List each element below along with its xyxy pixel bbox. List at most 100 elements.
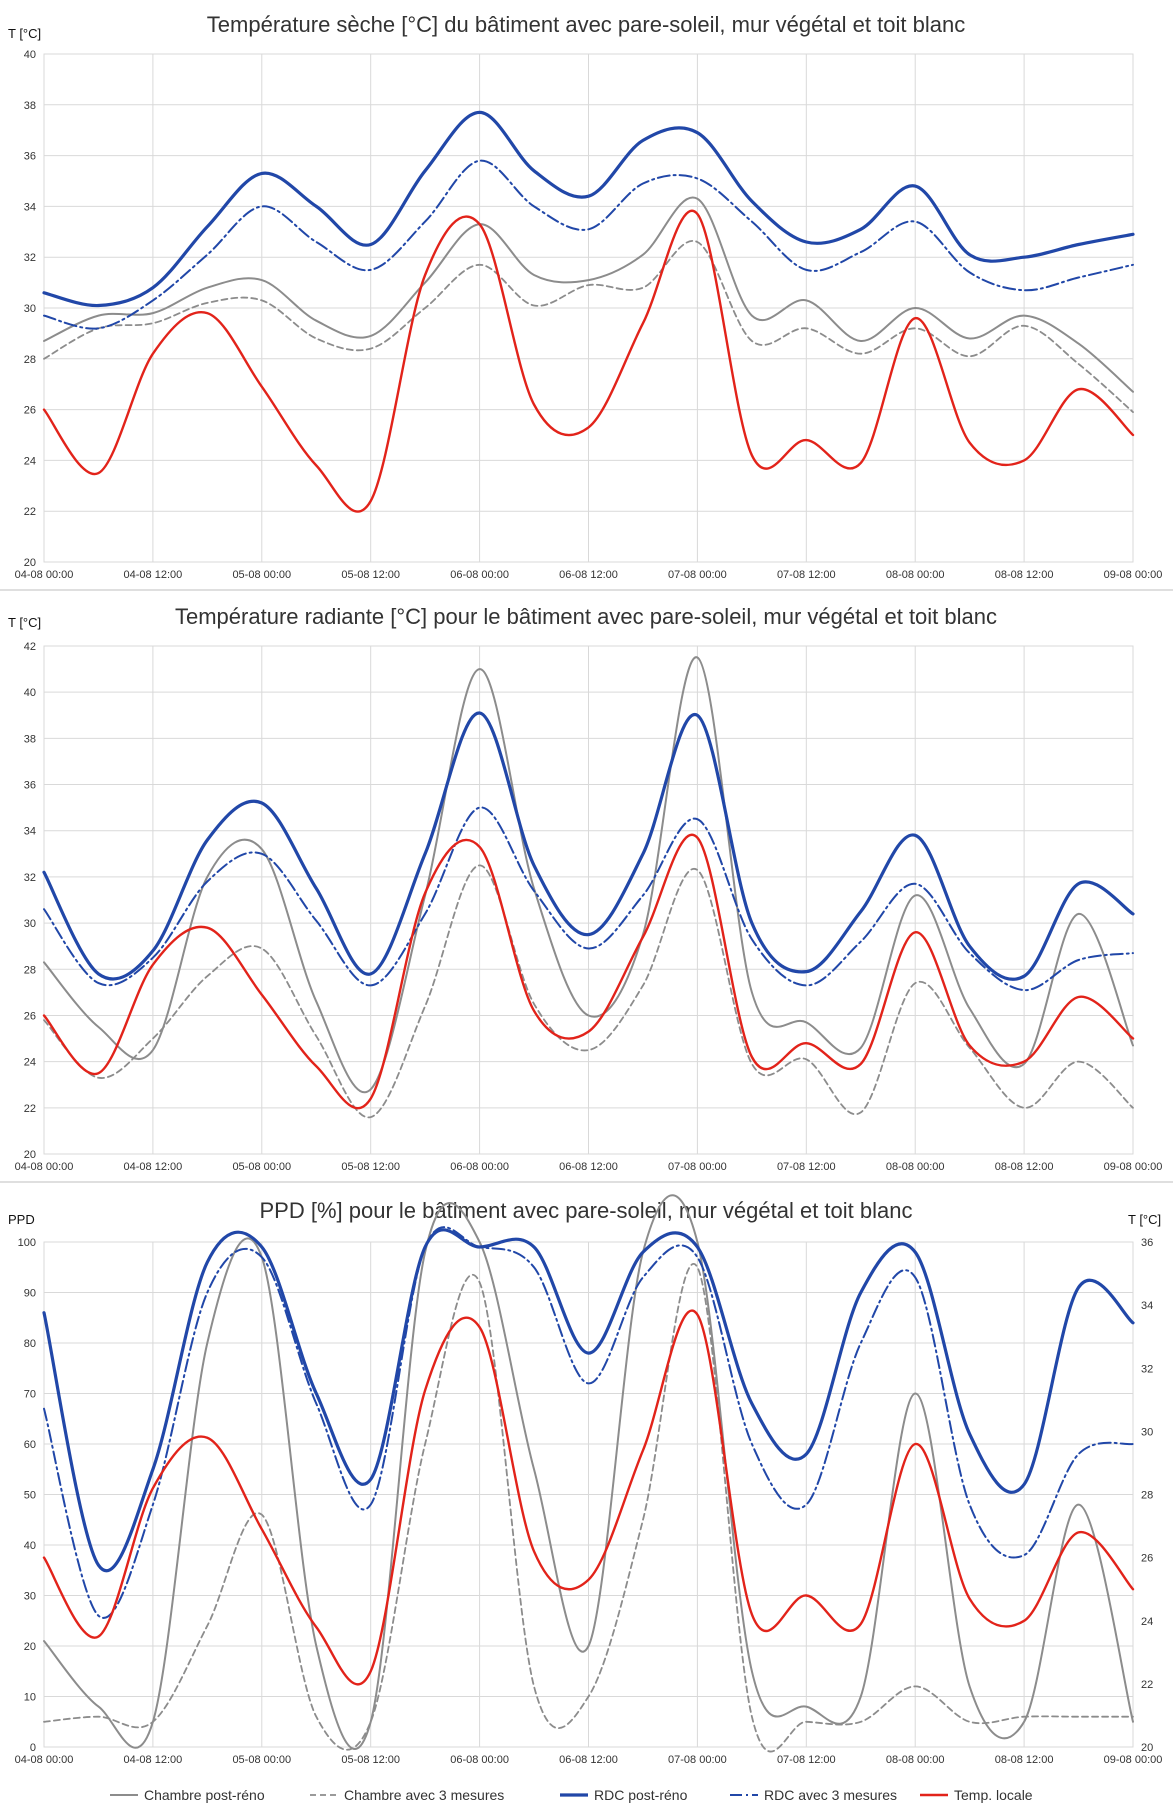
series-line-local (42, 1309, 1135, 1686)
y-tick-label: 50 (24, 1490, 36, 1502)
x-tick-label: 09-08 00:00 (1104, 1161, 1163, 1173)
legend-label-rdc: RDC post-réno (594, 1787, 688, 1803)
x-tick-label: 05-08 12:00 (341, 1161, 400, 1173)
y-tick-label: 40 (24, 1540, 36, 1552)
y-tick-label: 24 (24, 1057, 36, 1069)
series-line-chambre3 (43, 1263, 1134, 1753)
y-tick-label: 28 (24, 354, 36, 366)
x-tick-label: 07-08 00:00 (668, 569, 727, 581)
x-tick-label: 07-08 12:00 (777, 1754, 836, 1766)
x-tick-label: 04-08 00:00 (15, 569, 74, 581)
x-tick-label: 08-08 12:00 (995, 1754, 1054, 1766)
y-tick-label: 34 (24, 826, 36, 838)
x-tick-label: 04-08 12:00 (124, 1161, 183, 1173)
x-tick-label: 07-08 12:00 (777, 1161, 836, 1173)
y-tick-label: 80 (24, 1338, 36, 1350)
radiant-temperature-chart: Température radiante [°C] pour le bâtime… (8, 604, 1162, 1173)
y-tick-label: 100 (18, 1237, 36, 1249)
series-line-rdc (42, 711, 1135, 981)
y-tick-label: 10 (24, 1692, 36, 1704)
legend-label-rdc3: RDC avec 3 mesures (764, 1787, 897, 1803)
x-tick-label: 08-08 00:00 (886, 569, 945, 581)
x-tick-label: 08-08 12:00 (995, 569, 1054, 581)
x-tick-label: 09-08 00:00 (1104, 1754, 1163, 1766)
chart-title: Température radiante [°C] pour le bâtime… (175, 604, 997, 629)
y-tick-label: 28 (24, 964, 36, 976)
series-line-chambre (43, 656, 1134, 1094)
y-axis-label: T [°C] (8, 615, 41, 630)
x-tick-label: 04-08 12:00 (124, 1754, 183, 1766)
series-line-rdc (42, 1228, 1135, 1573)
plot-area (43, 645, 1134, 1155)
legend-label-local: Temp. locale (954, 1787, 1033, 1803)
x-tick-label: 07-08 00:00 (668, 1161, 727, 1173)
y-tick-label: 38 (24, 733, 36, 745)
y2-tick-label: 20 (1141, 1742, 1153, 1754)
y-tick-label: 36 (24, 780, 36, 792)
x-tick-label: 08-08 12:00 (995, 1161, 1054, 1173)
y-tick-label: 0 (30, 1742, 36, 1754)
x-tick-label: 04-08 00:00 (15, 1161, 74, 1173)
series-line-rdc3 (43, 806, 1134, 992)
y-tick-label: 24 (24, 455, 36, 467)
y-tick-label: 32 (24, 252, 36, 264)
y-tick-label: 32 (24, 872, 36, 884)
y2-axis-label: T [°C] (1128, 1212, 1161, 1227)
x-tick-label: 07-08 12:00 (777, 569, 836, 581)
y2-tick-label: 22 (1141, 1679, 1153, 1691)
x-tick-label: 05-08 12:00 (341, 1754, 400, 1766)
y-tick-label: 40 (24, 687, 36, 699)
y-tick-label: 22 (24, 506, 36, 518)
y2-tick-label: 30 (1141, 1426, 1153, 1438)
x-tick-label: 06-08 12:00 (559, 1754, 618, 1766)
y-axis-label: T [°C] (8, 26, 41, 41)
x-tick-label: 05-08 00:00 (232, 1754, 291, 1766)
chart-title: PPD [%] pour le bâtiment avec pare-solei… (260, 1198, 913, 1223)
y-tick-label: 42 (24, 641, 36, 653)
legend-label-chambre3: Chambre avec 3 mesures (344, 1787, 504, 1803)
x-tick-label: 04-08 12:00 (124, 569, 183, 581)
y-tick-label: 26 (24, 1010, 36, 1022)
y-tick-label: 90 (24, 1288, 36, 1300)
x-tick-label: 06-08 00:00 (450, 1754, 509, 1766)
chart-title: Température sèche [°C] du bâtiment avec … (207, 12, 965, 37)
y-tick-label: 70 (24, 1389, 36, 1401)
x-tick-label: 09-08 00:00 (1104, 569, 1163, 581)
plot-area (43, 1241, 1134, 1748)
plot-area (43, 53, 1134, 563)
x-tick-label: 06-08 12:00 (559, 569, 618, 581)
y-tick-label: 20 (24, 1149, 36, 1161)
x-tick-label: 07-08 00:00 (668, 1754, 727, 1766)
x-tick-label: 05-08 00:00 (232, 569, 291, 581)
series-line-rdc3 (43, 159, 1134, 330)
series-line-chambre (43, 196, 1134, 393)
y-tick-label: 34 (24, 201, 36, 213)
legend-label-chambre: Chambre post-réno (144, 1787, 265, 1803)
x-tick-label: 05-08 12:00 (341, 569, 400, 581)
y-axis-label: PPD (8, 1212, 35, 1227)
x-tick-label: 06-08 00:00 (450, 569, 509, 581)
series-line-rdc3 (43, 1226, 1134, 1619)
dry-temperature-chart: Température sèche [°C] du bâtiment avec … (8, 12, 1162, 581)
x-tick-label: 06-08 00:00 (450, 1161, 509, 1173)
y-tick-label: 20 (24, 1641, 36, 1653)
y-tick-label: 26 (24, 405, 36, 417)
series-line-chambre3 (43, 864, 1134, 1119)
y-tick-label: 30 (24, 918, 36, 930)
x-tick-label: 08-08 00:00 (886, 1754, 945, 1766)
series-line-local (42, 833, 1135, 1110)
y-tick-label: 38 (24, 100, 36, 112)
series-line-local (42, 209, 1135, 513)
legend: Chambre post-réno Chambre avec 3 mesures R… (110, 1787, 1033, 1803)
y2-tick-label: 34 (1141, 1300, 1153, 1312)
y2-tick-label: 24 (1141, 1616, 1153, 1628)
x-tick-label: 04-08 00:00 (15, 1754, 74, 1766)
x-tick-label: 06-08 12:00 (559, 1161, 618, 1173)
y2-tick-label: 28 (1141, 1490, 1153, 1502)
x-tick-label: 05-08 00:00 (232, 1161, 291, 1173)
y-tick-label: 36 (24, 151, 36, 163)
y-tick-label: 22 (24, 1103, 36, 1115)
series-line-chambre3 (43, 240, 1134, 413)
x-tick-label: 08-08 00:00 (886, 1161, 945, 1173)
